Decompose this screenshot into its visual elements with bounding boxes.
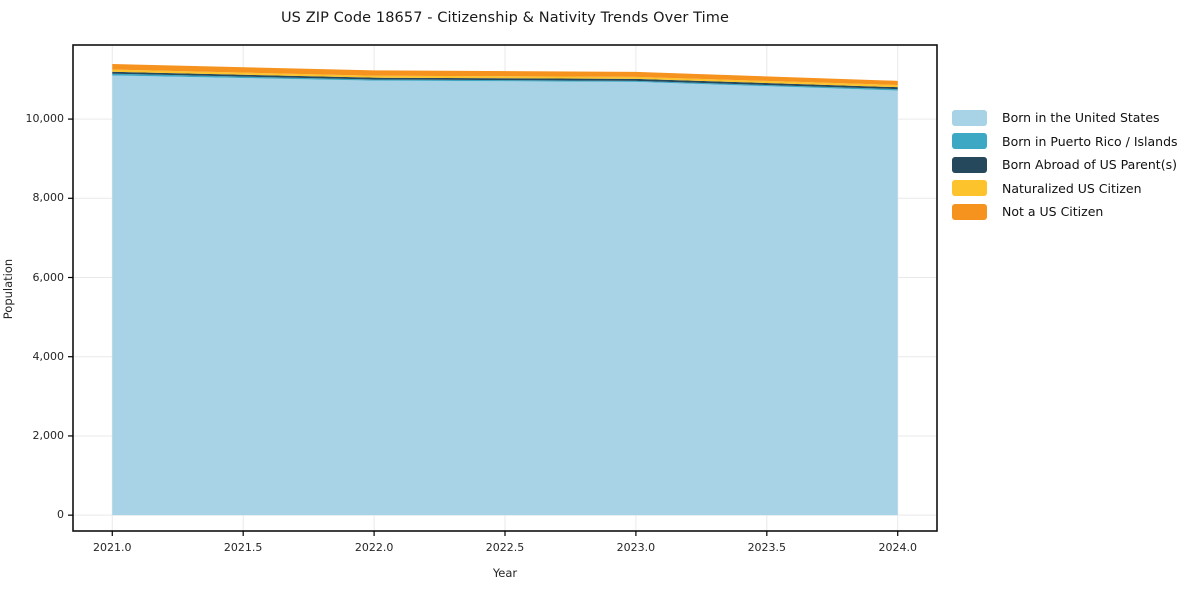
legend-swatch bbox=[952, 180, 987, 197]
legend-item: Born in the United States bbox=[952, 106, 1178, 130]
legend-swatch bbox=[952, 156, 987, 173]
chart-title: US ZIP Code 18657 - Citizenship & Nativi… bbox=[280, 10, 730, 26]
y-tick-label: 8,000 bbox=[32, 191, 65, 205]
y-tick-label: 10,000 bbox=[25, 112, 65, 126]
y-tick-label: 6,000 bbox=[32, 270, 65, 284]
legend-swatch bbox=[952, 109, 987, 126]
y-axis-label: Population bbox=[1, 258, 15, 320]
legend-item: Naturalized US Citizen bbox=[952, 177, 1178, 201]
y-tick-label: 0 bbox=[57, 508, 64, 522]
area-series-0 bbox=[112, 75, 898, 516]
x-tick-label: 2022.5 bbox=[485, 541, 525, 554]
legend-item: Born Abroad of US Parent(s) bbox=[952, 153, 1178, 177]
legend-label: Born in the United States bbox=[1002, 110, 1160, 126]
x-tick-label: 2024.0 bbox=[878, 541, 917, 554]
legend-swatch bbox=[952, 203, 987, 220]
legend-label: Not a US Citizen bbox=[1002, 204, 1104, 220]
legend-swatch bbox=[952, 133, 987, 150]
x-tick-label: 2023.0 bbox=[616, 541, 656, 554]
y-tick-label: 4,000 bbox=[32, 349, 65, 363]
legend-label: Born in Puerto Rico / Islands bbox=[1002, 133, 1178, 149]
x-tick-label: 2022.0 bbox=[354, 541, 394, 554]
legend: Born in the United States Born in Puerto … bbox=[952, 106, 1178, 224]
x-axis-label: Year bbox=[492, 566, 518, 580]
legend-label: Naturalized US Citizen bbox=[1002, 180, 1142, 196]
x-tick-label: 2021.0 bbox=[93, 541, 132, 554]
y-tick-label: 2,000 bbox=[32, 428, 65, 442]
legend-label: Born Abroad of US Parent(s) bbox=[1002, 157, 1177, 173]
legend-item: Not a US Citizen bbox=[952, 200, 1178, 224]
x-tick-label: 2023.5 bbox=[747, 541, 787, 554]
legend-item: Born in Puerto Rico / Islands bbox=[952, 130, 1178, 154]
area-series-4 bbox=[112, 64, 898, 86]
x-tick-label: 2021.5 bbox=[223, 541, 263, 554]
